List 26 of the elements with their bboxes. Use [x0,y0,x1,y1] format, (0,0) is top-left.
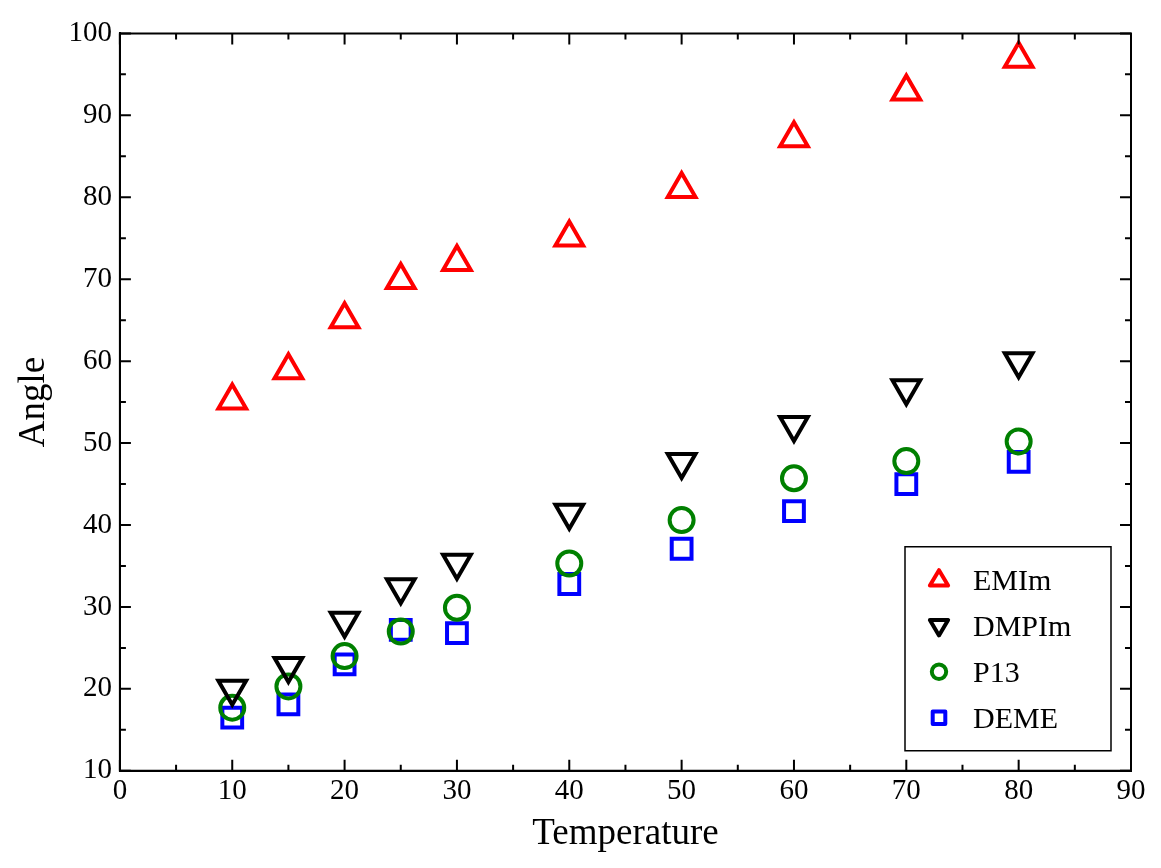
x-tick-label: 10 [217,772,247,805]
x-tick-label: 80 [1004,772,1034,805]
y-tick-label: 80 [82,178,112,211]
y-tick-label: 70 [82,260,112,293]
x-tick-label: 40 [554,772,584,805]
x-tick-label: 20 [330,772,360,805]
legend-label: DMPIm [973,608,1072,642]
y-tick-label: 90 [82,96,112,129]
legend-label: EMIm [973,562,1052,596]
legend-label: DEME [973,700,1058,734]
x-axis-title: Temperature [532,810,719,852]
y-tick-label: 20 [82,670,112,703]
y-tick-label: 30 [82,588,112,621]
x-tick-label: 50 [667,772,697,805]
x-tick-label: 30 [442,772,472,805]
y-tick-label: 60 [82,342,112,375]
x-tick-label: 90 [1116,772,1146,805]
legend-label: P13 [973,654,1020,688]
x-tick-label: 60 [779,772,809,805]
y-axis-title: Angle [10,356,52,448]
y-tick-label: 50 [82,424,112,457]
x-tick-label: 0 [112,772,128,805]
y-tick-label: 40 [82,506,112,539]
x-tick-label: 70 [891,772,921,805]
y-tick-label: 10 [82,752,112,785]
y-tick-label: 100 [68,15,112,48]
